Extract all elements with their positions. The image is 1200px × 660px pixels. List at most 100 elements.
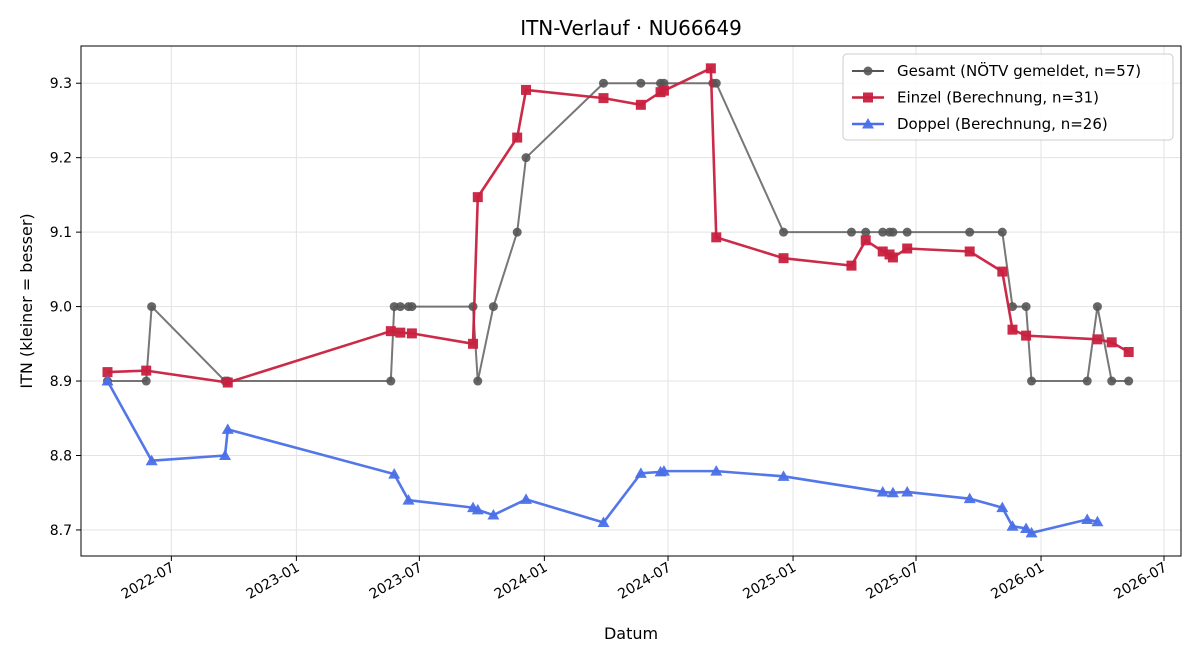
data-point [878,227,888,237]
legend-marker [862,118,874,129]
data-point [658,85,669,96]
data-point [877,246,888,257]
data-point [1124,376,1134,386]
y-tick-label: 8.8 [50,448,72,464]
data-point [472,192,483,203]
data-point [1007,324,1018,335]
data-point [902,227,912,237]
data-point [402,494,415,505]
data-point [1092,334,1103,345]
data-point [997,266,1008,277]
series-circle-group [102,78,1134,386]
y-tick-label: 8.9 [50,374,72,390]
data-point [860,235,871,246]
data-point [1025,526,1038,538]
y-tick-label: 9.2 [50,151,72,167]
data-point [598,93,609,104]
data-point [222,377,233,388]
data-point [887,252,898,263]
data-point [388,468,401,479]
data-point [657,465,670,476]
data-point [1006,520,1019,531]
data-point [711,78,721,88]
data-point [395,327,406,338]
data-point [636,78,646,88]
data-point [102,367,113,378]
legend-entry-label: Gesamt (NÖTV gemeldet, n=57) [897,61,1141,80]
legend: Gesamt (NÖTV gemeldet, n=57) Einzel (Bere… [842,53,1174,141]
data-point [471,503,484,515]
data-point [145,454,158,466]
data-point [406,328,417,339]
data-point [997,227,1007,237]
data-point [659,78,669,88]
data-point [521,84,532,95]
data-point [1081,513,1094,525]
data-point [777,470,790,481]
data-point [1123,347,1134,357]
data-point [521,153,531,163]
data-point [1008,302,1018,312]
legend-marker [863,66,873,76]
data-point [468,338,479,349]
y-axis-title: ITN (kleiner = besser) [17,213,36,388]
data-point [1107,376,1117,386]
series-square-group [102,63,1134,388]
data-point [1027,376,1037,386]
data-point [221,423,234,434]
data-point [876,485,889,497]
data-point [888,227,898,237]
data-point [705,63,716,74]
data-point [965,227,975,237]
series-layer [101,63,1134,538]
y-tick-label: 9.1 [50,225,72,241]
data-point [1082,376,1092,386]
data-point [710,465,723,476]
data-point [963,492,976,504]
data-point [778,253,789,264]
data-point [473,376,483,386]
data-point [512,227,522,237]
data-point [597,516,610,527]
data-point [1021,330,1032,341]
x-axis-title: Datum [604,624,658,643]
data-point [101,375,114,386]
data-point [1091,515,1104,527]
y-tick-label: 9.0 [50,300,72,316]
legend-entry-label: Doppel (Berechnung, n=26) [897,115,1108,133]
data-point [141,365,152,376]
data-point [141,376,151,386]
data-point [901,485,914,497]
data-point [1092,302,1102,312]
data-point [1106,337,1117,348]
data-point [635,99,646,110]
legend-entry-label: Einzel (Berechnung, n=31) [897,89,1099,107]
y-tick-label: 8.7 [50,523,72,539]
chart-title: ITN-Verlauf · NU66649 [520,16,742,40]
legend-marker [863,92,873,103]
legend-box [842,53,1174,141]
data-point [886,486,899,498]
data-point [846,227,856,237]
y-tick-label: 9.3 [50,76,72,92]
data-point [147,302,157,312]
data-point [779,227,789,237]
data-point [846,260,857,271]
data-point [1020,522,1033,533]
data-point [634,467,647,478]
data-point [395,302,405,312]
data-point [219,449,232,460]
data-point [407,302,417,312]
data-point [711,232,722,243]
data-point [861,227,871,237]
data-point [512,132,523,143]
data-point [386,376,396,386]
series-triangle-group [101,375,1104,538]
data-point [488,302,498,312]
data-point [598,78,608,88]
data-point [1021,302,1031,312]
data-point [964,246,975,257]
data-point [902,243,913,254]
data-point [996,501,1009,513]
